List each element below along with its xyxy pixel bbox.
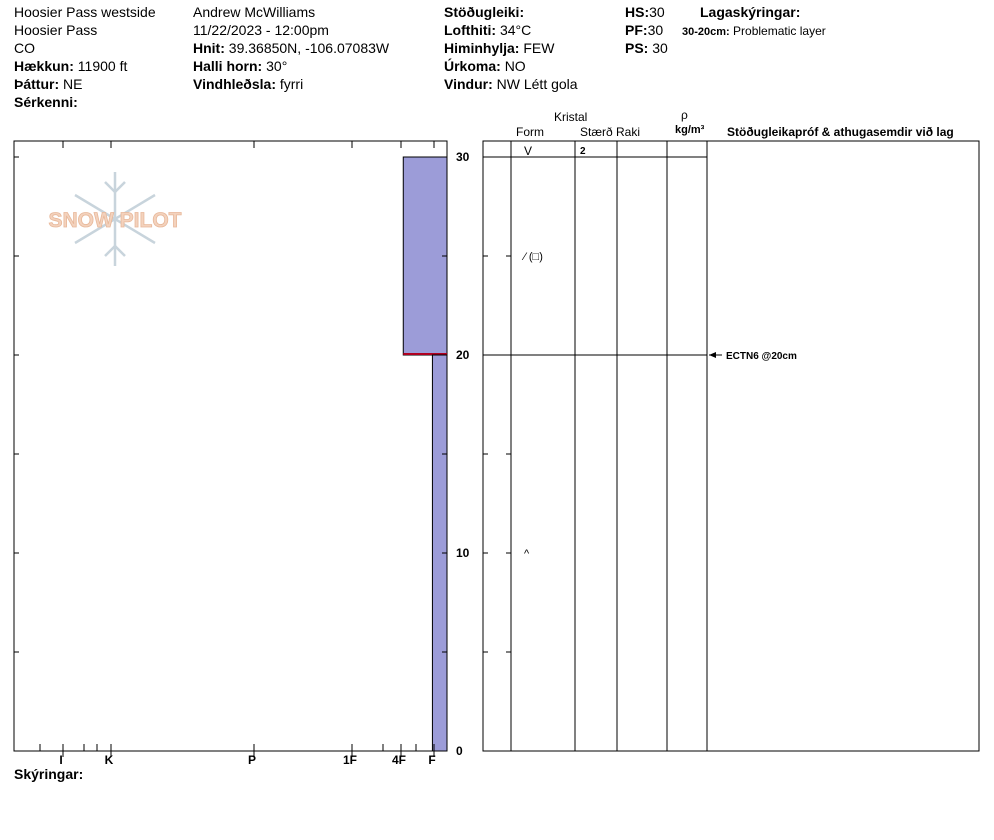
stability-test-label: ECTN6 @20cm xyxy=(726,351,797,362)
form-header: Form xyxy=(516,125,544,139)
precip-label: Úrkoma: xyxy=(444,58,501,74)
crystal-header: Kristal xyxy=(554,110,588,124)
elevation-value: 11900 ft xyxy=(77,58,128,74)
hardness-plot-frame xyxy=(13,140,448,752)
coords-value: 39.36850N, -106.07083W xyxy=(228,40,390,56)
slope-value: 30° xyxy=(266,58,288,74)
layer-note-text: Problematic layer xyxy=(733,24,826,38)
aspect-label: Þáttur: xyxy=(14,76,60,92)
size-header: Stærð xyxy=(580,125,613,139)
layer-note-depth: 30-20cm: xyxy=(682,26,730,38)
depth-tick-label: 30 xyxy=(456,150,470,164)
wind-value: NW Létt gola xyxy=(496,76,578,92)
wind-loading-label: Vindhleðsla: xyxy=(193,76,276,92)
snowflake-icon xyxy=(74,172,156,266)
profile-table-frame xyxy=(482,140,980,752)
density-unit-header: kg/m³ xyxy=(675,124,705,136)
hs-label: HS: xyxy=(625,4,650,20)
precip-value: NO xyxy=(504,58,526,74)
density-rho-header: ρ xyxy=(681,108,688,122)
slope-label: Halli horn: xyxy=(193,58,263,74)
ps-label: PS: xyxy=(625,40,649,56)
location-name: Hoosier Pass westside xyxy=(14,4,156,20)
test-arrow-icon xyxy=(709,352,716,358)
hardness-tick-label: 4F xyxy=(392,753,406,767)
hardness-tick-label: F xyxy=(428,753,435,767)
layer-note: 30-20cm: Problematic layer xyxy=(682,24,826,39)
layer-form-symbol: ^ xyxy=(524,548,530,560)
tests-header: Stöðugleikapróf & athugasemdir við lag xyxy=(727,125,954,139)
wind-loading: Vindhleðsla: fyrri xyxy=(193,76,303,93)
pf: PF:30 xyxy=(625,22,663,39)
wind-label: Vindur: xyxy=(444,76,493,92)
ps: PS: 30 xyxy=(625,40,668,57)
hardness-tick-label: I xyxy=(59,753,62,767)
depth-tick-label: 20 xyxy=(456,348,470,362)
layer-form-symbol: ⁄ (□) xyxy=(521,251,543,263)
hs: HS:30 xyxy=(625,4,665,21)
observer-name: Andrew McWilliams xyxy=(193,4,316,20)
hs-value: 30 xyxy=(649,4,665,20)
layer-size-value: 2 xyxy=(580,146,586,157)
air-temp-label: Lofthiti: xyxy=(444,22,497,38)
precipitation: Úrkoma: NO xyxy=(444,58,526,75)
surface-form-symbol: V xyxy=(524,144,532,158)
coordinates: Hnit: 39.36850N, -106.07083W xyxy=(193,40,389,57)
depth-tick-label: 0 xyxy=(456,744,463,758)
depth-tick-label: 10 xyxy=(456,546,470,560)
hardness-tick-label: K xyxy=(105,753,114,767)
elevation: Hækkun: 11900 ft xyxy=(14,58,127,75)
state-name: CO xyxy=(14,40,35,56)
aspect-value: NE xyxy=(63,76,83,92)
specifics-label: Sérkenni: xyxy=(14,94,78,110)
stability-label: Stöðugleiki: xyxy=(444,4,525,20)
wind-loading-value: fyrri xyxy=(279,76,304,92)
ps-value: 30 xyxy=(652,40,668,56)
air-temperature: Lofthiti: 34°C xyxy=(444,22,531,39)
coords-label: Hnit: xyxy=(193,40,225,56)
sky-cover: Himinhylja: FEW xyxy=(444,40,554,57)
slope-angle: Halli horn: 30° xyxy=(193,58,287,75)
moisture-header: Raki xyxy=(616,125,641,139)
sky-label: Himinhylja: xyxy=(444,40,520,56)
hardness-layer-bar xyxy=(402,156,448,356)
hardness-tick-label: P xyxy=(248,753,256,767)
area-name: Hoosier Pass xyxy=(14,22,98,38)
aspect: Þáttur: NE xyxy=(14,76,82,93)
sky-value: FEW xyxy=(523,40,555,56)
elevation-label: Hækkun: xyxy=(14,58,74,74)
hardness-tick-label: 1F xyxy=(343,753,357,767)
comments-label: Skýringar: xyxy=(14,766,84,782)
layer-notes-label: Lagaskýringar: xyxy=(700,4,801,20)
pf-label: PF: xyxy=(625,22,648,38)
watermark-text: SNOW PILOT xyxy=(49,209,182,232)
wind: Vindur: NW Létt gola xyxy=(444,76,578,93)
pf-value: 30 xyxy=(647,22,664,38)
observation-datetime: 11/22/2023 - 12:00pm xyxy=(193,22,329,38)
air-temp-value: 34°C xyxy=(499,22,532,38)
